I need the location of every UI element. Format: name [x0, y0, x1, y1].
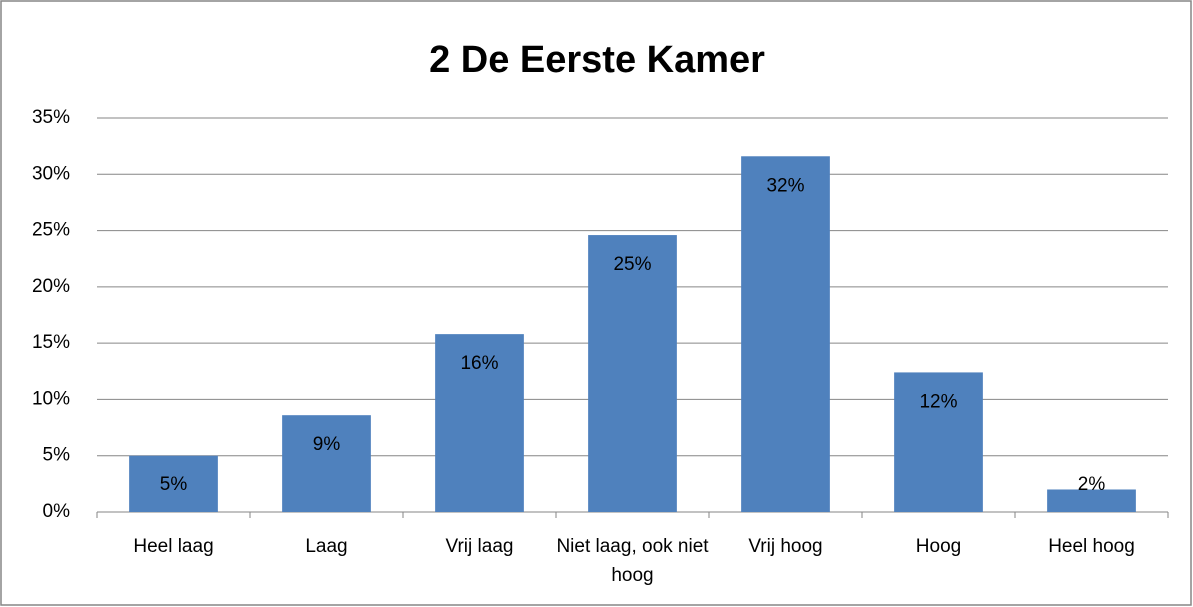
bar [588, 235, 677, 512]
x-tick-label: Vrij hoog [748, 536, 823, 557]
data-label: 12% [919, 391, 957, 412]
data-label: 2% [1078, 474, 1106, 495]
y-tick-label: 25% [32, 220, 70, 241]
bar [894, 372, 983, 512]
bar [435, 334, 524, 512]
bar [282, 415, 371, 512]
x-tick-label: Hoog [915, 536, 962, 557]
data-label: 5% [160, 474, 188, 495]
y-tick-label: 15% [32, 332, 70, 353]
bar [741, 156, 830, 512]
bar [1047, 489, 1136, 512]
y-tick-label: 35% [32, 107, 70, 128]
x-tick-label: Vrij laag [445, 536, 514, 557]
y-tick-label: 30% [32, 163, 70, 184]
data-label: 16% [460, 353, 498, 374]
x-tick-label: Niet laag, ook niet hoog [556, 536, 709, 586]
x-tick-label: Heel laag [133, 536, 214, 557]
chart-title: 2 De Eerste Kamer [429, 39, 765, 81]
y-tick-label: 20% [32, 276, 70, 297]
y-tick-label: 0% [43, 501, 71, 522]
data-label: 9% [313, 434, 341, 455]
y-tick-label: 10% [32, 388, 70, 409]
data-label: 32% [766, 175, 804, 196]
x-tick-label: Laag [305, 536, 348, 557]
bar [129, 455, 218, 512]
data-label: 25% [613, 254, 651, 275]
x-tick-label: Heel hoog [1048, 536, 1135, 557]
y-tick-label: 5% [43, 445, 71, 466]
